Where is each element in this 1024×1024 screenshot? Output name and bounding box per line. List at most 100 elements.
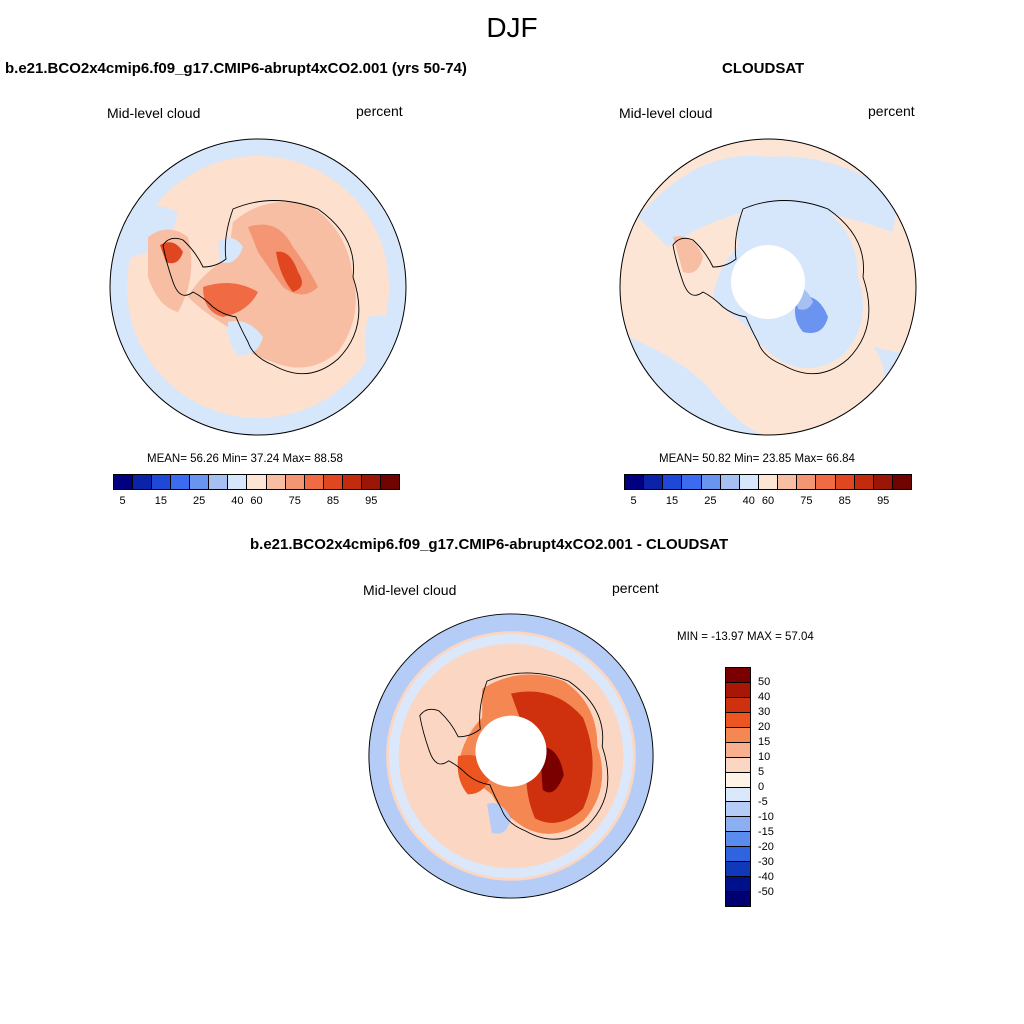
colorbar-tick-label: 15: [154, 495, 167, 507]
colorbar-swatch: [726, 877, 750, 893]
colorbar-tick-label: 0: [758, 781, 765, 793]
colorbar-swatch: [644, 475, 664, 489]
colorbar-swatch: [873, 475, 893, 489]
colorbar-tick-label: -15: [758, 826, 774, 838]
colorbar-swatch: [190, 475, 210, 489]
colorbar-swatch: [726, 787, 750, 803]
panel-3-colorbar: [725, 667, 751, 907]
panel-1-colorbar: [113, 474, 400, 490]
panel-3-title: b.e21.BCO2x4cmip6.f09_g17.CMIP6-abrupt4x…: [250, 536, 729, 553]
colorbar-swatch: [726, 697, 750, 713]
colorbar-tick-label: 95: [365, 495, 378, 507]
colorbar-swatch: [625, 475, 645, 489]
colorbar-swatch: [726, 712, 750, 728]
panel-1-colorbar-ticks: 5 15 25 40 60 75 85 95: [113, 495, 400, 509]
panel-3-outer-blue-ring: [368, 613, 654, 899]
colorbar-swatch: [726, 742, 750, 758]
panel-3-no-data-hole: [475, 715, 547, 787]
panel-2-units-label: percent: [868, 103, 915, 119]
colorbar-tick-label: 85: [326, 495, 340, 507]
colorbar-swatch: [797, 475, 817, 489]
panel-3-stats: MIN = -13.97 MAX = 57.04: [677, 631, 814, 643]
panel-1-map: [109, 138, 407, 436]
panel-3-variable-label: Mid-level cloud: [363, 582, 457, 598]
colorbar-swatch: [285, 475, 305, 489]
panel-3-coastline: [419, 672, 609, 840]
colorbar-tick-label: 25: [192, 495, 206, 507]
colorbar-swatch: [171, 475, 191, 489]
panel-1-high-core: [276, 251, 302, 292]
colorbar-tick-label: 60: [761, 495, 775, 507]
colorbar-swatch: [361, 475, 381, 489]
colorbar-swatch: [720, 475, 740, 489]
colorbar-swatch: [726, 892, 750, 906]
panel-1-units-label: percent: [356, 103, 403, 119]
panel-2-colorbar-ticks: 5 15 25 40 60 75 85 95: [624, 495, 912, 509]
figure-title: DJF: [486, 12, 538, 43]
colorbar-tick-label: 60: [250, 495, 263, 507]
colorbar-swatch: [663, 475, 683, 489]
colorbar-swatch: [152, 475, 172, 489]
colorbar-tick-label: 75: [800, 495, 813, 507]
panel-2-variable-label: Mid-level cloud: [619, 105, 713, 121]
panel-1-title: b.e21.BCO2x4cmip6.f09_g17.CMIP6-abrupt4x…: [5, 60, 467, 77]
colorbar-swatch: [726, 772, 750, 788]
colorbar-tick-label: -5: [758, 796, 768, 808]
panel-2-coastline: [672, 200, 870, 375]
colorbar-tick-label: 40: [231, 495, 244, 507]
panel-1-variable-label: Mid-level cloud: [107, 105, 201, 121]
colorbar-tick-label: 10: [758, 751, 771, 763]
colorbar-tick-label: 20: [758, 721, 771, 733]
colorbar-swatch: [133, 475, 153, 489]
colorbar-swatch: [854, 475, 874, 489]
colorbar-tick-label: 5: [758, 766, 765, 778]
colorbar-swatch: [323, 475, 343, 489]
panel-2-map-border: [619, 138, 917, 436]
panel-2-no-data-hole: [731, 245, 805, 319]
colorbar-swatch: [835, 475, 855, 489]
colorbar-tick-label: 30: [758, 706, 771, 718]
colorbar-tick-label: 5: [119, 495, 126, 507]
colorbar-swatch: [682, 475, 702, 489]
colorbar-tick-label: 75: [288, 495, 301, 507]
colorbar-swatch: [726, 668, 750, 683]
panel-2-stats: MEAN= 50.82 Min= 23.85 Max= 66.84: [659, 453, 855, 465]
panel-3-map: [368, 613, 654, 899]
colorbar-tick-label: -20: [758, 841, 774, 853]
colorbar-swatch: [778, 475, 798, 489]
colorbar-swatch: [758, 475, 779, 489]
colorbar-swatch: [726, 682, 750, 698]
colorbar-swatch: [701, 475, 721, 489]
panel-2-map: [619, 138, 917, 436]
panel-3-pale-ring: [389, 634, 633, 878]
colorbar-swatch: [892, 475, 912, 489]
colorbar-swatch: [726, 862, 750, 878]
colorbar-tick-label: 5: [630, 495, 637, 507]
panel-1-shelf-band: [203, 283, 258, 317]
panel-2-title: CLOUDSAT: [722, 60, 805, 77]
panel-3-blue-patch: [487, 803, 511, 834]
colorbar-swatch: [726, 847, 750, 863]
colorbar-swatch: [247, 475, 267, 489]
colorbar-tick-label: 15: [758, 736, 771, 748]
colorbar-tick-label: 85: [838, 495, 851, 507]
colorbar-swatch: [114, 475, 134, 489]
panel-1-coastline: [162, 200, 360, 375]
colorbar-swatch: [726, 817, 750, 833]
colorbar-swatch: [726, 802, 750, 818]
colorbar-tick-label: 40: [758, 691, 771, 703]
panel-1-ross-low: [227, 321, 263, 356]
colorbar-swatch: [726, 832, 750, 848]
colorbar-swatch: [342, 475, 362, 489]
colorbar-tick-label: 15: [665, 495, 679, 507]
panel-2-peninsula-band: [673, 236, 703, 273]
colorbar-tick-label: 50: [758, 676, 771, 688]
colorbar-tick-label: 95: [877, 495, 890, 507]
colorbar-swatch: [209, 475, 229, 489]
colorbar-tick-label: -40: [758, 871, 774, 883]
panel-1-weddell-low: [218, 238, 243, 263]
colorbar-swatch: [816, 475, 836, 489]
colorbar-swatch: [380, 475, 399, 489]
panel-3-colorbar-ticks: 50 40 30 20 15 10 5 0 -5 -10 -15 -20 -30 -40 -50: [758, 667, 798, 907]
colorbar-swatch: [726, 727, 750, 743]
